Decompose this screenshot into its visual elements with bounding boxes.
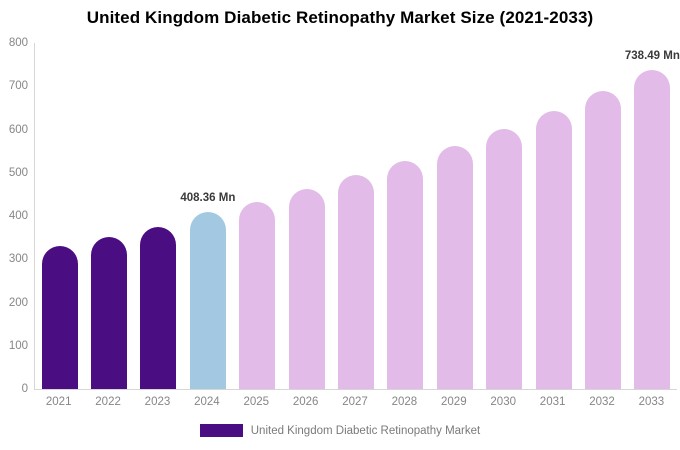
x-axis-label-2021: 2021 <box>45 396 72 408</box>
bar-slot-2022 <box>84 43 133 389</box>
plot-area: 0 100 200 300 400 500 600 700 800 408.36 Mn 738.4… <box>9 37 680 395</box>
bar-value-label-2024: 408.36 Mn <box>180 192 236 205</box>
bar-2021 <box>41 246 78 389</box>
bar-value-label-2033: 738.49 Mn <box>624 49 680 62</box>
legend-label: United Kingdom Diabetic Retinopathy Mark… <box>250 424 481 437</box>
chart-title: United Kingdom Diabetic Retinopathy Mark… <box>86 8 594 27</box>
bar-2024 <box>189 212 226 389</box>
bar-slot-2030 <box>480 43 529 389</box>
y-tick-label-600: 600 <box>8 123 28 136</box>
bar-2031 <box>535 111 572 389</box>
y-tick-label-400: 400 <box>8 210 28 222</box>
y-tick-label-300: 300 <box>8 253 28 266</box>
y-tick-label-700: 700 <box>8 80 28 93</box>
x-axis-label-2025: 2025 <box>243 396 270 408</box>
x-axis-label-2033: 2033 <box>638 396 665 408</box>
x-axis-label-2030: 2030 <box>490 396 516 408</box>
bar-2033 <box>634 69 671 389</box>
bar-slot-2033: 738.49 Mn <box>624 43 680 389</box>
x-axis: 2021 2022 2023 2024 2025 2026 2027 2028 2029 2030… <box>34 396 676 408</box>
bar-slot-2027 <box>331 43 380 389</box>
x-axis-label-2024: 2024 <box>194 396 220 408</box>
bar-2029 <box>436 146 473 389</box>
bar-slot-2023 <box>134 43 183 389</box>
y-tick-label-800: 800 <box>8 37 28 49</box>
bar-slot-2026 <box>282 43 331 389</box>
bar-2023 <box>140 227 177 389</box>
x-axis-label-2026: 2026 <box>292 396 319 408</box>
legend: United Kingdom Diabetic Retinopathy Mark… <box>0 424 680 437</box>
x-axis-label-2028: 2028 <box>391 396 418 408</box>
legend-swatch <box>199 424 243 437</box>
bar-2032 <box>584 91 621 389</box>
y-tick-label-0: 0 <box>21 383 28 395</box>
bar-2027 <box>338 175 375 389</box>
bars-container: 408.36 Mn 738.49 Mn <box>35 43 680 389</box>
bar-2028 <box>387 161 424 389</box>
bar-2022 <box>91 236 128 389</box>
bar-slot-2029 <box>430 43 479 389</box>
bar-slot-2021 <box>35 43 84 389</box>
bar-slot-2028 <box>381 43 430 389</box>
x-axis-label-2029: 2029 <box>441 396 467 408</box>
x-axis-label-2031: 2031 <box>539 396 566 408</box>
x-axis-label-2023: 2023 <box>144 396 171 408</box>
bar-slot-2024: 408.36 Mn <box>180 43 236 389</box>
bar-2026 <box>288 189 325 389</box>
bar-slot-2031 <box>529 43 578 389</box>
bar-slot-2025 <box>233 43 282 389</box>
y-tick-label-100: 100 <box>8 339 28 352</box>
x-axis-label-2027: 2027 <box>342 396 368 408</box>
x-axis-label-2032: 2032 <box>589 396 615 408</box>
bar-slot-2032 <box>578 43 627 389</box>
x-axis-label-2022: 2022 <box>95 396 121 408</box>
bar-2030 <box>486 129 523 389</box>
y-tick-label-500: 500 <box>8 166 28 179</box>
bar-2025 <box>239 202 276 389</box>
y-tick-label-200: 200 <box>8 296 28 309</box>
